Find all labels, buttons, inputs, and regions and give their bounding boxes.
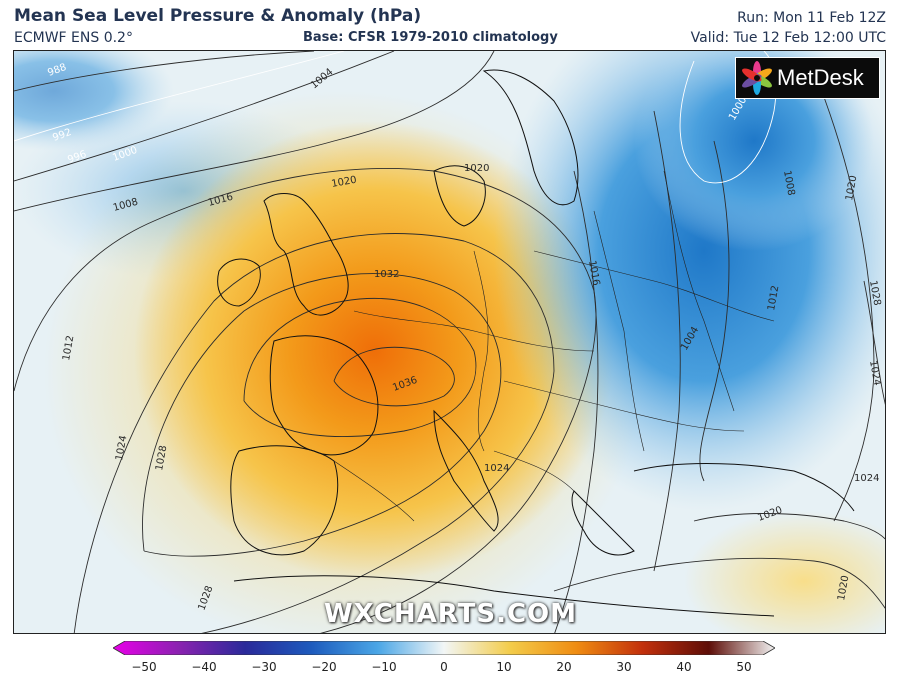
isobar-1024: [73, 233, 555, 633]
isobar-label: 1024: [867, 360, 882, 387]
turkey-coast: [633, 463, 855, 512]
colorbar-tick: 10: [496, 660, 512, 674]
russian-low-anomaly: [634, 51, 874, 251]
isobar-label: 1024: [114, 435, 129, 462]
colorbar-tick: −30: [251, 660, 277, 674]
colorbar-tick: −40: [191, 660, 217, 674]
colorbar-gradient: [113, 641, 775, 655]
isobar-1020-east: [813, 70, 875, 522]
denmark-coast: [433, 165, 486, 227]
border-line-5: [593, 210, 645, 452]
greece-coast: [571, 490, 635, 556]
isobar-label: 1016: [586, 260, 601, 287]
african-high-anomaly: [684, 511, 885, 633]
nw-low-anomaly: [14, 51, 174, 151]
isobar-label: 1020: [836, 575, 851, 602]
isobar-label: 1020: [844, 175, 859, 202]
north-africa-coast: [233, 575, 775, 617]
border-line-4: [503, 380, 745, 432]
isobar-label: 1012: [766, 285, 781, 312]
isobar-label: 1020: [464, 163, 489, 174]
isobar-1024-east: [863, 280, 885, 405]
colorbar-tick: −10: [371, 660, 397, 674]
border-line-3: [533, 250, 775, 322]
isobar-label: 1024: [854, 473, 879, 484]
colorbar-tick: −50: [131, 660, 157, 674]
pressure-anomaly-map: 988 992 996 1000 1004 1008 1012 1016 102…: [13, 50, 886, 634]
colorbar-tick: 30: [616, 660, 632, 674]
valid-time: Valid: Tue 12 Feb 12:00 UTC: [690, 30, 886, 46]
colorbar-tick: −20: [311, 660, 337, 674]
isobar-label: 1028: [154, 445, 169, 472]
metdesk-logo: MetDesk: [735, 57, 880, 99]
country-borders: [333, 170, 775, 522]
climatology-base: Base: CFSR 1979-2010 climatology: [303, 30, 558, 45]
italy-coast: [433, 409, 499, 532]
isobar-1008-east: [699, 140, 730, 482]
run-time: Run: Mon 11 Feb 12Z: [737, 10, 886, 26]
chart-title: Mean Sea Level Pressure & Anomaly (hPa): [14, 6, 422, 26]
border-line-7: [493, 450, 575, 492]
colorbar-tick: 20: [556, 660, 572, 674]
ireland-coast: [217, 258, 261, 307]
border-line-1: [353, 310, 595, 352]
map-canvas: 988 992 996 1000 1004 1008 1012 1016 102…: [14, 51, 885, 633]
coastlines: [217, 69, 855, 617]
wxcharts-watermark: WXCHARTS.COM: [324, 599, 578, 629]
isobar-label: 1028: [867, 280, 882, 307]
high-anomaly-core: [134, 121, 614, 581]
isobar-1004: [14, 51, 315, 92]
isobar-label: 1020: [331, 175, 358, 190]
isobar-1008: [14, 51, 395, 182]
border-line-8: [333, 460, 415, 522]
colorbar-tick: 50: [736, 660, 752, 674]
isobar-1020-africa: [693, 513, 885, 540]
border-line-2: [473, 250, 489, 452]
isobar-1020: [14, 168, 597, 633]
colorbar-tick: 40: [676, 660, 692, 674]
isobar-1024-africa: [553, 557, 885, 609]
border-line-6: [663, 170, 735, 412]
isobar-label: 1012: [61, 335, 76, 362]
isobar-label: 1024: [484, 463, 509, 474]
iberia-coast: [230, 445, 339, 556]
isobar-1032: [243, 298, 477, 437]
colorbar-tick: 0: [440, 660, 448, 674]
metdesk-flower-icon: [742, 61, 772, 95]
isobar-1012-east: [653, 110, 681, 572]
isobar-1000: [14, 51, 345, 142]
france-coast: [269, 335, 379, 456]
isobar-1016: [14, 51, 495, 212]
isobars: [14, 51, 885, 633]
isobar-label: 1008: [781, 170, 796, 197]
anomaly-colorbar: [113, 641, 775, 655]
isobar-1016-east: [554, 170, 599, 633]
isobar-label: 1032: [374, 269, 399, 280]
model-name: ECMWF ENS 0.2°: [14, 30, 133, 46]
metdesk-logo-text: MetDesk: [777, 65, 864, 90]
scandinavia-coast: [482, 69, 579, 206]
great-britain-coast: [263, 193, 349, 316]
isobar-1028: [142, 273, 502, 557]
